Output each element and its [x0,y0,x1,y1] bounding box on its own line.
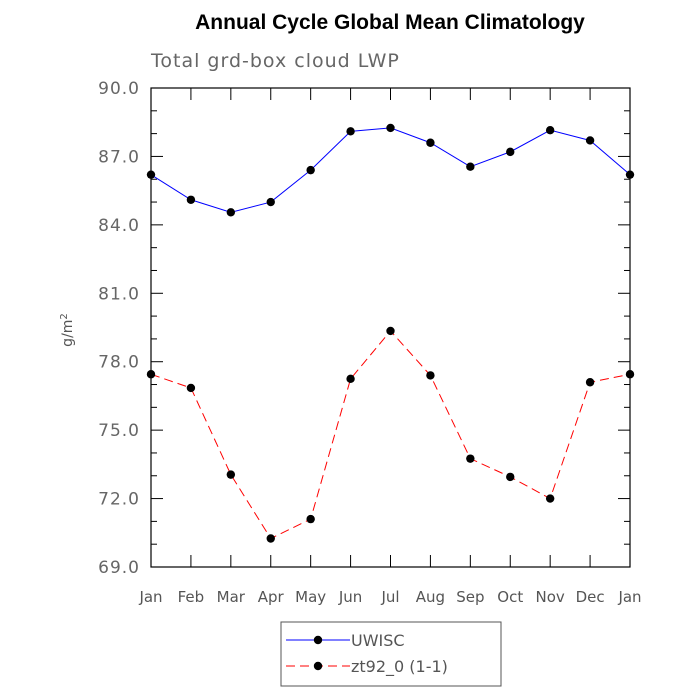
data-point [306,165,315,175]
data-point [386,326,395,336]
x-tick-label: Apr [258,588,285,606]
y-axis-label-superscript: 2 [59,313,70,319]
x-tick-label: Jan [138,588,162,606]
plot-frame [150,87,631,568]
x-tick-label: Jan [617,588,641,606]
svg-text:g/m2: g/m2 [59,313,77,347]
data-point [266,534,275,543]
data-point [186,383,196,393]
x-tick-label: Nov [536,588,565,606]
data-point [466,162,475,171]
y-tick-label: 84.0 [98,216,140,236]
y-tick-label: 87.0 [98,147,140,167]
series-layer [146,123,635,543]
y-tick-label: 72.0 [98,490,140,510]
y-axis-label-text: g/m [60,320,76,347]
legend-label-2: zt92_0 (1-1) [351,657,448,677]
x-tick-label: Oct [497,588,523,606]
y-tick-label: 90.0 [98,79,140,99]
legend-marker-1 [313,635,323,645]
data-point [346,127,355,136]
data-point [466,454,475,463]
legend-marker-2 [313,661,323,671]
data-point [545,125,555,135]
y-tick-label: 75.0 [98,421,140,441]
data-point [226,208,236,217]
chart-title: Annual Cycle Global Mean Climatology [195,11,585,34]
x-tick-label: Jun [338,588,362,606]
data-point [426,138,435,147]
legend-label-1: UWISC [351,631,405,650]
y-tick-labels: 69.0 72.0 75.0 78.0 81.0 84.0 87.0 90.0 [98,79,140,578]
data-point [545,494,555,503]
y-axis-label: g/m2 [59,313,77,347]
x-tick-label: Sep [456,588,484,606]
x-tick-label: May [295,588,326,606]
legend-box [280,621,502,687]
x-tick-label: Aug [416,588,445,606]
axis-ticks [150,87,631,568]
x-tick-label: Jul [380,588,399,606]
data-point [506,472,515,482]
x-tick-label: Dec [576,588,605,606]
legend: UWISC zt92_0 (1-1) [280,621,502,687]
data-point [585,136,595,145]
data-point [346,374,355,384]
data-point [186,195,196,204]
data-point [386,123,395,133]
data-point [506,147,515,157]
data-point [266,197,275,207]
data-point [585,378,595,387]
x-tick-labels: Jan Feb Mar Apr May Jun Jul Aug Sep Oct Nov Dec Jan [138,588,641,606]
y-tick-label: 78.0 [98,353,140,373]
y-tick-label: 81.0 [98,284,140,304]
x-tick-label: Mar [217,588,246,606]
data-point [426,371,435,380]
y-tick-label: 69.0 [98,558,140,578]
data-point [226,470,236,479]
series-line-1 [150,127,631,213]
chart-subtitle: Total grd-box cloud LWP [150,50,400,72]
x-tick-label: Feb [178,588,205,606]
series-line-2 [150,330,631,540]
data-point [306,514,315,524]
